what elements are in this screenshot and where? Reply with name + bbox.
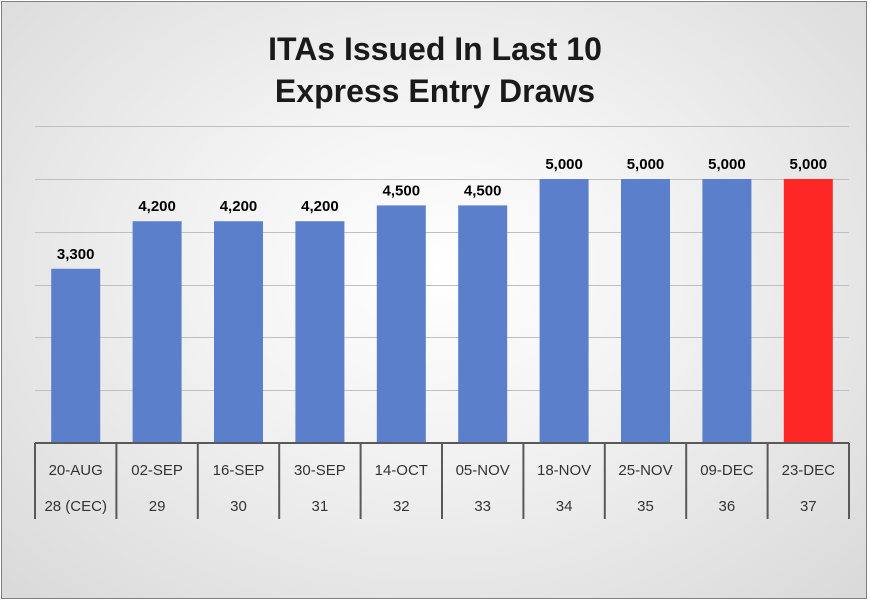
draw-number-label: 29 (149, 498, 166, 515)
data-label: 5,000 (545, 156, 583, 173)
data-label: 4,500 (383, 182, 421, 199)
data-label: 5,000 (627, 156, 665, 173)
bar-05-nov (458, 205, 508, 443)
category-label: 30-SEP (294, 462, 346, 479)
bar-25-nov (621, 179, 670, 443)
draw-number-label: 31 (312, 498, 329, 515)
category-label: 09-DEC (700, 462, 754, 479)
bar-20-aug (51, 268, 101, 443)
bar-14-oct (376, 205, 426, 443)
data-label: 5,000 (790, 156, 828, 173)
bar-16-sep (214, 221, 263, 443)
category-label: 20-AUG (49, 462, 103, 479)
data-label: 4,200 (138, 198, 176, 215)
chart-title-line-1: ITAs Issued In Last 10 (268, 31, 602, 67)
draw-number-label: 36 (719, 498, 736, 515)
draw-number-label: 33 (474, 498, 491, 515)
data-labels: 3,300 4,200 4,200 4,200 4,500 4,500 5,000 5,000… (57, 156, 827, 263)
draw-number-label: 32 (393, 498, 410, 515)
data-label: 3,300 (57, 246, 95, 263)
draw-number-label: 35 (637, 498, 654, 515)
category-label: 14-OCT (375, 462, 428, 479)
data-label: 4,500 (464, 182, 502, 199)
category-label: 05-NOV (456, 462, 510, 479)
category-label: 23-DEC (782, 462, 836, 479)
bar-02-sep (132, 221, 182, 443)
data-label: 5,000 (708, 156, 746, 173)
draw-number-label: 28 (CEC) (44, 498, 107, 515)
category-label: 25-NOV (618, 462, 672, 479)
chart-title: ITAs Issued In Last 10 Express Entry Dra… (2, 28, 868, 112)
draw-number-label: 34 (556, 498, 573, 515)
bar-23-dec (783, 179, 833, 443)
data-label: 4,200 (301, 198, 339, 215)
category-label: 02-SEP (131, 462, 183, 479)
bars (51, 179, 833, 443)
category-axis: 20-AUG 28 (CEC) 02-SEP 29 16-SEP 30 30-SEP 31 14… (34, 442, 850, 519)
data-label: 4,200 (220, 198, 258, 215)
category-label: 18-NOV (537, 462, 591, 479)
draw-number-label: 30 (230, 498, 247, 515)
bar-30-sep (295, 221, 345, 443)
bar-18-nov (539, 179, 589, 443)
bar-09-dec (702, 179, 752, 443)
chart-title-line-2: Express Entry Draws (274, 73, 596, 109)
draw-number-label: 37 (800, 498, 817, 515)
category-label: 16-SEP (213, 462, 265, 479)
